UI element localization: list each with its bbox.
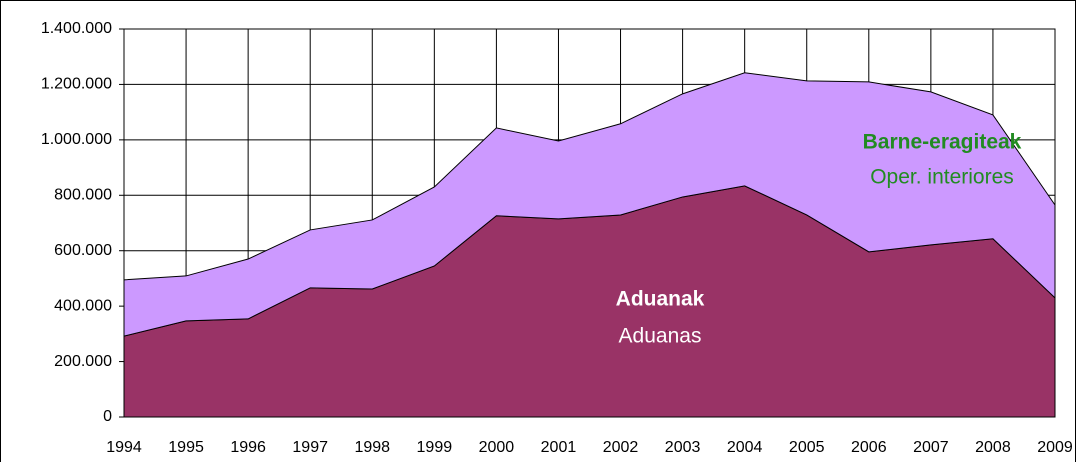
x-tick-label: 2008: [975, 439, 1011, 456]
x-tick-label: 1997: [292, 439, 328, 456]
y-tick-label: 1.200.000: [41, 76, 112, 93]
x-tick-label: 2006: [851, 439, 887, 456]
annotation: Oper. interiores: [870, 166, 1014, 189]
y-tick-label: 400.000: [54, 297, 112, 314]
x-tick-label: 2007: [913, 439, 949, 456]
annotation: Aduanas: [619, 325, 702, 348]
x-tick-label: 1999: [417, 439, 453, 456]
x-tick-label: 2003: [665, 439, 701, 456]
y-tick-label: 1.400.000: [41, 20, 112, 37]
x-tick-label: 1995: [168, 439, 204, 456]
x-tick-label: 2009: [1037, 439, 1073, 456]
x-tick-label: 2002: [603, 439, 639, 456]
x-tick-label: 2004: [727, 439, 763, 456]
plot-border: [123, 28, 1056, 418]
x-tick-label: 2001: [541, 439, 577, 456]
series-label: Barne-eragiteak: [863, 131, 1022, 154]
y-tick-label: 1.000.000: [41, 131, 112, 148]
x-tick-label: 2005: [789, 439, 825, 456]
y-tick-label: 0: [103, 408, 112, 425]
y-tick-label: 800.000: [54, 187, 112, 204]
y-tick-label: 200.000: [54, 353, 112, 370]
x-tick-label: 1994: [106, 439, 142, 456]
x-tick-label: 1996: [230, 439, 266, 456]
series-label: Aduanak: [616, 288, 705, 311]
y-tick-label: 600.000: [54, 242, 112, 259]
x-tick-label: 1998: [354, 439, 390, 456]
x-tick-label: 2000: [479, 439, 515, 456]
